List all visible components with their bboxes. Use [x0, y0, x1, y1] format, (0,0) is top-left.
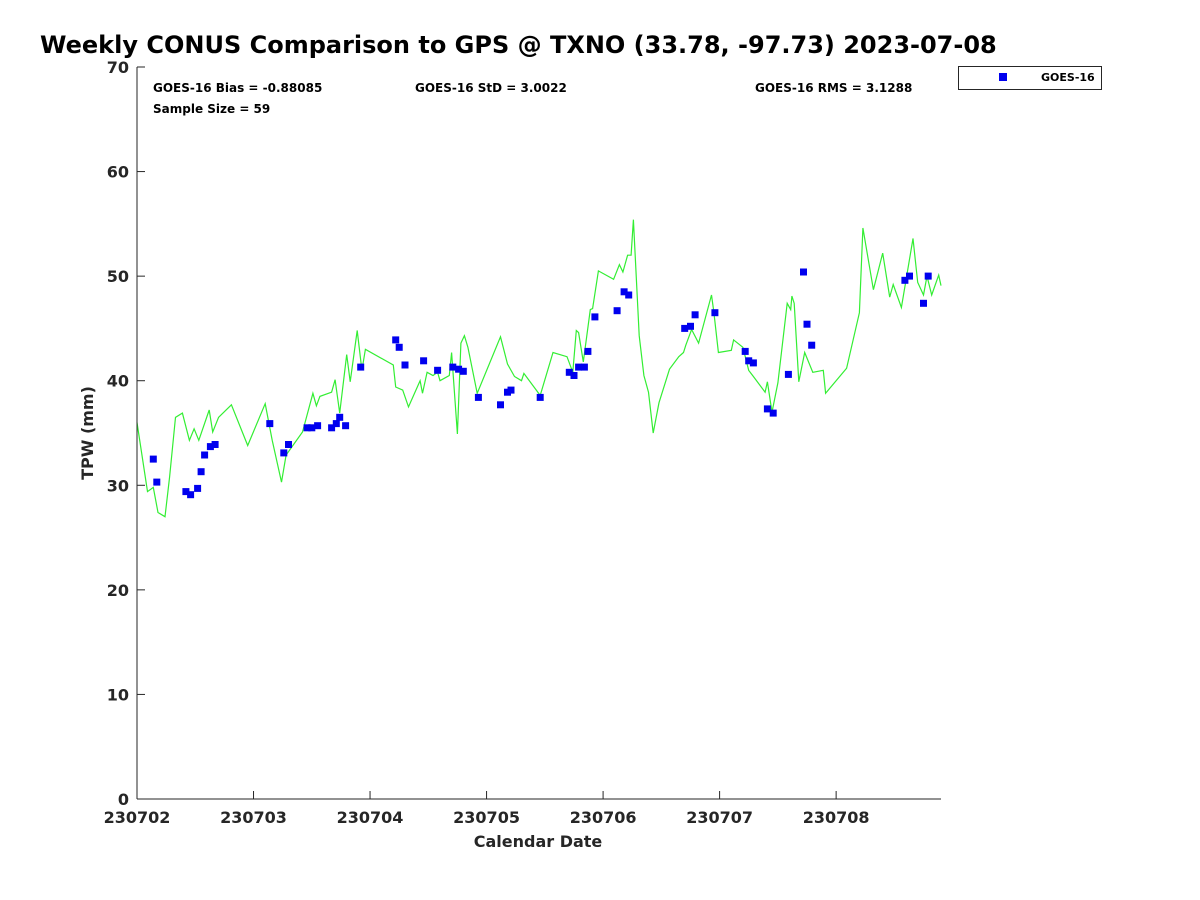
data-point-goes16 — [570, 372, 578, 379]
data-point-goes16 — [924, 272, 932, 280]
data-point-goes16 — [395, 343, 403, 351]
y-tick-label: 30 — [107, 476, 129, 495]
data-point-goes16 — [580, 363, 588, 371]
data-point-goes16 — [308, 424, 316, 432]
stat-sample-size: Sample Size = 59 — [153, 102, 270, 116]
legend-box — [958, 66, 1102, 90]
data-point-goes16 — [303, 424, 311, 432]
data-point-goes16 — [507, 386, 515, 394]
data-point-goes16 — [182, 488, 190, 496]
x-tick-label: 230705 — [453, 808, 520, 827]
data-point-goes16 — [328, 424, 336, 432]
data-point-goes16 — [784, 370, 792, 378]
plot-area: 0 10 20 30 40 50 60 70 230702 230703 230704 230705 2… — [104, 58, 942, 827]
y-tick-label: 70 — [107, 58, 129, 77]
chart-title: Weekly CONUS Comparison to GPS @ TXNO (3… — [40, 31, 997, 59]
x-tick-label: 230706 — [570, 808, 637, 827]
data-point-goes16 — [149, 455, 157, 463]
data-point-goes16 — [153, 478, 161, 486]
data-point-goes16 — [901, 276, 909, 284]
data-point-goes16 — [332, 420, 340, 428]
data-point-goes16 — [434, 366, 442, 374]
stat-rms: GOES-16 RMS = 3.1288 — [755, 81, 912, 95]
data-point-goes16 — [197, 468, 205, 476]
data-point-goes16 — [591, 313, 599, 321]
data-point-goes16 — [763, 405, 771, 413]
legend: GOES-16 — [958, 66, 1102, 90]
y-tick-label: 20 — [107, 581, 129, 600]
data-point-goes16 — [211, 441, 219, 448]
y-tick-label: 40 — [107, 372, 129, 391]
data-point-goes16 — [575, 363, 583, 371]
data-point-goes16 — [392, 336, 400, 344]
data-point-goes16 — [741, 347, 749, 355]
data-point-goes16 — [314, 422, 322, 430]
data-point-goes16 — [280, 449, 288, 457]
data-point-goes16 — [206, 443, 214, 451]
data-point-goes16 — [769, 409, 777, 417]
data-point-goes16 — [749, 359, 757, 367]
data-point-goes16 — [800, 268, 807, 276]
y-tick-label: 50 — [107, 267, 129, 286]
data-point-goes16 — [194, 484, 202, 492]
data-point-goes16 — [906, 272, 913, 280]
data-point-goes16 — [420, 357, 428, 365]
data-point-goes16 — [401, 361, 409, 369]
data-point-goes16 — [357, 363, 365, 371]
data-point-goes16 — [584, 347, 592, 355]
data-point-goes16 — [455, 365, 463, 373]
data-point-goes16 — [342, 422, 350, 430]
data-point-goes16 — [691, 311, 699, 319]
data-point-goes16 — [285, 441, 292, 448]
y-tick-label: 10 — [107, 685, 129, 704]
data-point-goes16 — [920, 299, 927, 307]
data-point-goes16 — [474, 393, 482, 401]
legend-label-goes16: GOES-16 — [1041, 71, 1095, 84]
data-point-goes16 — [681, 324, 689, 332]
y-axis-label: TPW (mm) — [78, 386, 97, 480]
x-tick-label: 230708 — [803, 808, 870, 827]
data-point-goes16 — [201, 451, 209, 459]
data-point-goes16 — [625, 291, 633, 299]
data-point-goes16 — [336, 413, 344, 421]
stat-std: GOES-16 StD = 3.0022 — [415, 81, 567, 95]
data-point-goes16 — [536, 393, 544, 401]
x-axis-label: Calendar Date — [474, 832, 603, 851]
x-tick-label: 230703 — [220, 808, 287, 827]
data-point-goes16 — [187, 491, 195, 499]
data-point-goes16 — [449, 363, 457, 371]
stat-bias: GOES-16 Bias = -0.88085 — [153, 81, 322, 95]
data-point-goes16 — [459, 367, 467, 375]
data-point-goes16 — [803, 320, 811, 328]
y-tick-label: 60 — [107, 163, 129, 182]
data-point-goes16 — [565, 368, 573, 376]
data-point-goes16 — [745, 357, 753, 365]
data-point-goes16 — [613, 307, 621, 315]
data-point-goes16 — [266, 420, 274, 428]
y-tick-label: 0 — [118, 790, 129, 809]
data-point-goes16 — [497, 401, 504, 409]
data-point-goes16 — [620, 288, 628, 296]
data-point-goes16 — [808, 341, 816, 349]
x-tick-label: 230707 — [686, 808, 753, 827]
legend-marker-goes16 — [999, 73, 1007, 81]
data-point-goes16 — [687, 322, 694, 330]
x-tick-label: 230702 — [104, 808, 171, 827]
x-tick-label: 230704 — [337, 808, 404, 827]
data-point-goes16 — [711, 309, 719, 317]
